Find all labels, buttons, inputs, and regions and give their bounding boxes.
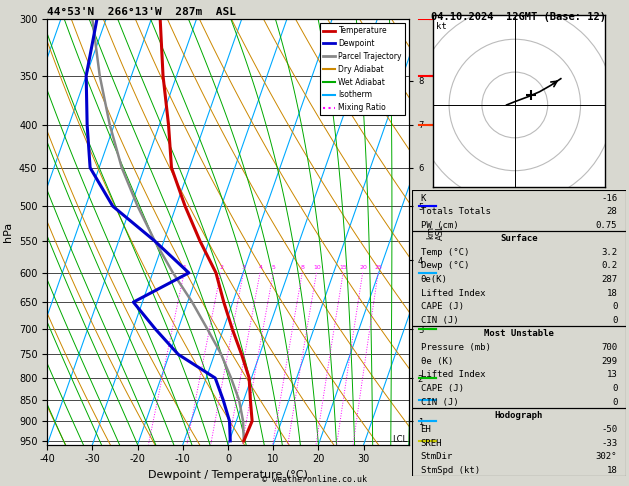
Text: 25: 25 <box>375 265 382 270</box>
Text: 299: 299 <box>601 357 617 366</box>
Text: 302°: 302° <box>596 452 617 461</box>
Legend: Temperature, Dewpoint, Parcel Trajectory, Dry Adiabat, Wet Adiabat, Isotherm, Mi: Temperature, Dewpoint, Parcel Trajectory… <box>320 23 405 115</box>
Text: 3.2: 3.2 <box>601 247 617 257</box>
Text: Temp (°C): Temp (°C) <box>421 247 469 257</box>
Text: 18: 18 <box>606 289 617 297</box>
Text: 28: 28 <box>606 208 617 216</box>
Text: θe (K): θe (K) <box>421 357 453 366</box>
Text: 04.10.2024  12GMT (Base: 12): 04.10.2024 12GMT (Base: 12) <box>431 12 606 22</box>
Text: StmDir: StmDir <box>421 452 453 461</box>
Text: CAPE (J): CAPE (J) <box>421 384 464 393</box>
Text: 3: 3 <box>242 265 246 270</box>
Text: 2: 2 <box>220 265 223 270</box>
Text: -16: -16 <box>601 193 617 203</box>
Text: 1: 1 <box>183 265 187 270</box>
Text: CIN (J): CIN (J) <box>421 316 458 325</box>
Text: PW (cm): PW (cm) <box>421 221 458 230</box>
Text: -33: -33 <box>601 439 617 448</box>
Text: Surface: Surface <box>500 234 538 243</box>
Text: 15: 15 <box>340 265 347 270</box>
Text: Totals Totals: Totals Totals <box>421 208 491 216</box>
Text: 10: 10 <box>313 265 321 270</box>
Text: 4: 4 <box>259 265 262 270</box>
Text: θe(K): θe(K) <box>421 275 447 284</box>
Text: Dewp (°C): Dewp (°C) <box>421 261 469 270</box>
Text: 700: 700 <box>601 343 617 352</box>
Y-axis label: hPa: hPa <box>3 222 13 242</box>
Text: 20: 20 <box>359 265 367 270</box>
Text: SREH: SREH <box>421 439 442 448</box>
Text: 0: 0 <box>612 398 617 407</box>
Text: 0.2: 0.2 <box>601 261 617 270</box>
Text: 18: 18 <box>606 466 617 475</box>
Text: © weatheronline.co.uk: © weatheronline.co.uk <box>262 474 367 484</box>
Text: kt: kt <box>436 22 447 32</box>
Text: Lifted Index: Lifted Index <box>421 289 485 297</box>
Text: CAPE (J): CAPE (J) <box>421 302 464 311</box>
Text: EH: EH <box>421 425 431 434</box>
Text: Hodograph: Hodograph <box>495 412 543 420</box>
Text: Most Unstable: Most Unstable <box>484 330 554 338</box>
Text: 0: 0 <box>612 384 617 393</box>
Text: 44°53'N  266°13'W  287m  ASL: 44°53'N 266°13'W 287m ASL <box>47 7 236 17</box>
Text: 8: 8 <box>301 265 304 270</box>
Text: Lifted Index: Lifted Index <box>421 370 485 380</box>
Text: 0: 0 <box>612 302 617 311</box>
Text: 13: 13 <box>606 370 617 380</box>
Text: -50: -50 <box>601 425 617 434</box>
Text: 0: 0 <box>612 316 617 325</box>
Text: 287: 287 <box>601 275 617 284</box>
Text: LCL: LCL <box>392 435 408 444</box>
Text: 5: 5 <box>272 265 276 270</box>
Text: Pressure (mb): Pressure (mb) <box>421 343 491 352</box>
X-axis label: Dewpoint / Temperature (°C): Dewpoint / Temperature (°C) <box>148 470 308 480</box>
Y-axis label: km
ASL: km ASL <box>426 224 445 240</box>
Text: K: K <box>421 193 426 203</box>
Text: 0.75: 0.75 <box>596 221 617 230</box>
Text: StmSpd (kt): StmSpd (kt) <box>421 466 480 475</box>
Text: CIN (J): CIN (J) <box>421 398 458 407</box>
